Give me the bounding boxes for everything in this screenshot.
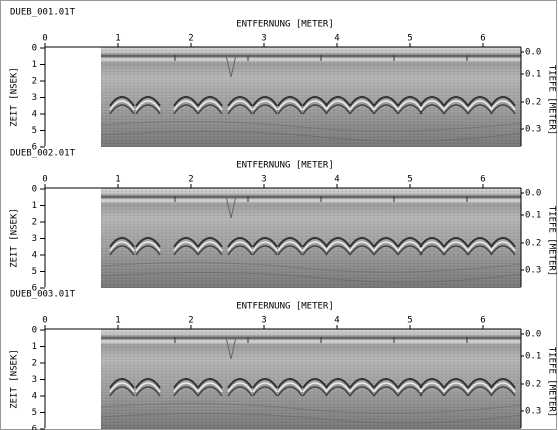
- y-tick-label: 5: [32, 126, 37, 136]
- y2-axis-label: TIEFE [METER]: [547, 206, 557, 276]
- x-tick-label: 4: [334, 175, 339, 185]
- y2-tick-label: 0.3: [525, 407, 541, 417]
- y-axis-label: ZEIT [NSEK]: [10, 349, 20, 409]
- x-tick-label: 5: [407, 34, 412, 44]
- x-tick-label: 5: [407, 175, 412, 185]
- x-tick-label: 1: [115, 34, 120, 44]
- radargram-panel: DUEB_003.01T ENTFERNUNG [METER] 0 1 2 3 4 5 6 0 1 2…: [10, 290, 557, 430]
- x-tick-label: 0: [42, 175, 47, 185]
- x-tick-label: 1: [115, 175, 120, 185]
- x-tick-label: 3: [261, 316, 266, 326]
- y2-tick-label: 0.0: [525, 48, 541, 58]
- y-tick-label: 2: [32, 218, 37, 228]
- radargram-panel: DUEB_001.01T ENTFERNUNG [METER] 0 1 2 3 4 5 6 0 1 2…: [10, 8, 557, 153]
- y-axis-label: ZEIT [NSEK]: [10, 208, 20, 268]
- y2-tick-label: 0.0: [525, 330, 541, 340]
- y-tick-label: 1: [32, 201, 37, 211]
- y2-axis-label: TIEFE [METER]: [547, 65, 557, 135]
- x-axis-label: ENTFERNUNG [METER]: [236, 302, 334, 312]
- y2-tick-label: 0.2: [525, 239, 541, 249]
- y-tick-label: 2: [32, 77, 37, 87]
- radargram-image: [101, 47, 521, 147]
- y-tick-label: 1: [32, 342, 37, 352]
- y-tick-label: 4: [32, 251, 37, 261]
- x-tick-label: 0: [42, 316, 47, 326]
- x-tick-label: 2: [188, 175, 193, 185]
- x-tick-label: 3: [261, 175, 266, 185]
- y-tick-label: 1: [32, 60, 37, 70]
- y-tick-label: 5: [32, 267, 37, 277]
- radargram-image: [101, 329, 521, 429]
- radargram-panel: DUEB_002.01T ENTFERNUNG [METER] 0 1 2 3 4 5 6 0 1 2…: [10, 149, 557, 294]
- x-tick-label: 5: [407, 316, 412, 326]
- x-axis-label: ENTFERNUNG [METER]: [236, 20, 334, 30]
- y2-tick-label: 0.0: [525, 189, 541, 199]
- y-tick-label: 4: [32, 392, 37, 402]
- y-tick-label: 0: [32, 44, 37, 54]
- x-axis-label: ENTFERNUNG [METER]: [236, 161, 334, 171]
- y-axis-label: ZEIT [NSEK]: [10, 67, 20, 127]
- y2-tick-label: 0.1: [525, 352, 541, 362]
- x-tick-label: 3: [261, 34, 266, 44]
- y-tick-label: 5: [32, 408, 37, 418]
- y2-axis-label: TIEFE [METER]: [547, 347, 557, 417]
- y-tick-label: 6: [32, 284, 37, 294]
- file-name: DUEB_001.01T: [10, 8, 76, 18]
- x-tick-label: 6: [480, 175, 485, 185]
- x-tick-label: 2: [188, 34, 193, 44]
- x-tick-label: 6: [480, 34, 485, 44]
- radargram-image: [101, 188, 521, 288]
- x-tick-label: 0: [42, 34, 47, 44]
- y-tick-label: 6: [32, 143, 37, 153]
- x-tick-label: 6: [480, 316, 485, 326]
- y-tick-label: 3: [32, 93, 37, 103]
- y2-tick-label: 0.3: [525, 266, 541, 276]
- y2-tick-label: 0.1: [525, 211, 541, 221]
- y2-tick-label: 0.2: [525, 380, 541, 390]
- y-tick-label: 6: [32, 425, 37, 430]
- file-name: DUEB_003.01T: [10, 290, 76, 300]
- y2-tick-label: 0.3: [525, 125, 541, 135]
- y2-tick-label: 0.2: [525, 98, 541, 108]
- x-tick-label: 4: [334, 34, 339, 44]
- file-name: DUEB_002.01T: [10, 149, 76, 159]
- y-tick-label: 0: [32, 185, 37, 195]
- x-tick-label: 2: [188, 316, 193, 326]
- y-tick-label: 3: [32, 234, 37, 244]
- x-tick-label: 4: [334, 316, 339, 326]
- y-tick-label: 2: [32, 359, 37, 369]
- y-tick-label: 3: [32, 375, 37, 385]
- y-tick-label: 4: [32, 110, 37, 120]
- x-tick-label: 1: [115, 316, 120, 326]
- y-tick-label: 0: [32, 326, 37, 336]
- y2-tick-label: 0.1: [525, 70, 541, 80]
